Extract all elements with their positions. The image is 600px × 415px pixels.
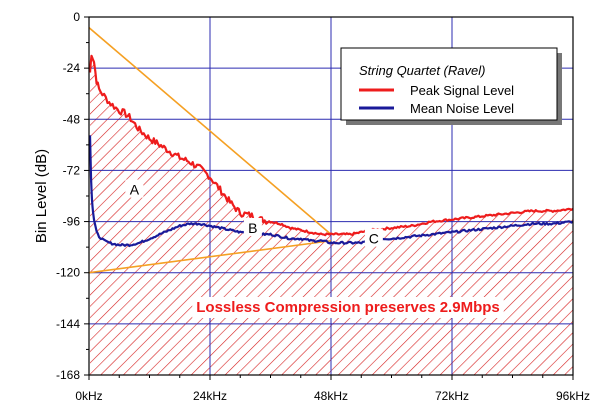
legend-label-mean-noise: Mean Noise Level [410,101,514,116]
annotation-bg [243,217,262,236]
y-tick-label: -168 [56,368,80,382]
y-tick-label: 0 [73,10,80,24]
series-layer [89,54,573,248]
reference-lines [89,27,332,274]
x-tick-label: 72kHz [435,389,469,403]
y-tick-label: -120 [56,266,80,280]
series-line-mean-noise [89,135,573,248]
x-tick-label: 24kHz [193,389,227,403]
legend: String Quartet (Ravel) Peak Signal Level… [340,47,562,125]
x-tick-label: 48kHz [314,389,348,403]
annotation-bg [125,179,144,198]
x-tick-label: 0kHz [75,389,102,403]
banner-text: Lossless Compression preserves 2.9Mbps [196,299,499,316]
legend-title: String Quartet (Ravel) [359,63,485,78]
y-tick-label: -72 [63,163,81,177]
annotation-label: B [248,220,257,236]
x-tick-label: 96kHz [556,389,590,403]
legend-label-peak-signal: Peak Signal Level [410,83,514,98]
annotations: A B C [125,179,383,247]
y-tick-label: -48 [63,112,81,126]
annotation-label: A [130,182,140,198]
reference-line-1 [89,239,332,274]
annotation-bg [364,228,383,247]
y-tick-label: -24 [63,61,81,75]
series-line-peak-signal [89,54,573,237]
y-tick-label: -96 [63,215,81,229]
y-tick-label: -144 [56,317,80,331]
axis-ticks: 0kHz 24kHz 48kHz 72kHz 96kHz 0 -24 -48 -72 -96 -12… [56,10,590,403]
banner-background [192,297,504,318]
reference-line-0 [89,27,332,235]
annotation-label: C [369,231,379,247]
y-axis-title: Bin Level (dB) [33,149,50,243]
